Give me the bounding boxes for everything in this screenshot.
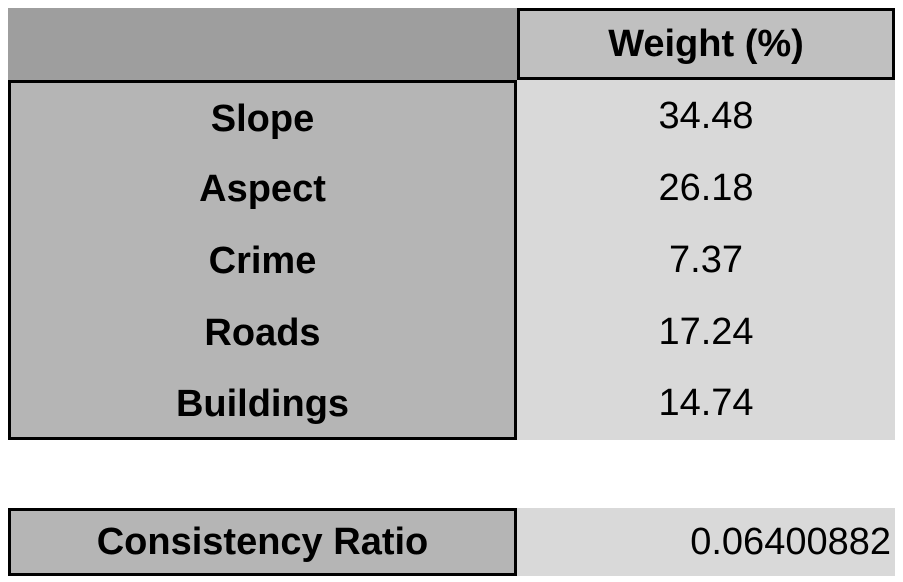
table-header-empty-cell [8,8,517,80]
weight-value-slope: 34.48 [658,94,754,137]
criterion-label-buildings: Buildings [175,382,350,425]
weight-value-buildings: 14.74 [658,381,754,424]
criterion-label-roads: Roads [204,311,321,354]
criterion-label-aspect: Aspect [199,167,326,210]
weight-value-roads: 17.24 [658,310,754,353]
weight-value-crime: 7.37 [669,238,743,281]
weight-value-aspect: 26.18 [658,166,754,209]
consistency-ratio-label: Consistency Ratio [8,508,517,576]
weight-column-header: Weight (%) [517,8,895,80]
criterion-label-crime: Crime [208,239,317,282]
criteria-label-column: Slope Aspect Crime Roads Buildings [8,80,517,440]
consistency-ratio-value: 0.06400882 [517,508,895,576]
criterion-label-slope: Slope [210,97,315,140]
weight-value-column: 34.48 26.18 7.37 17.24 14.74 [517,80,895,440]
